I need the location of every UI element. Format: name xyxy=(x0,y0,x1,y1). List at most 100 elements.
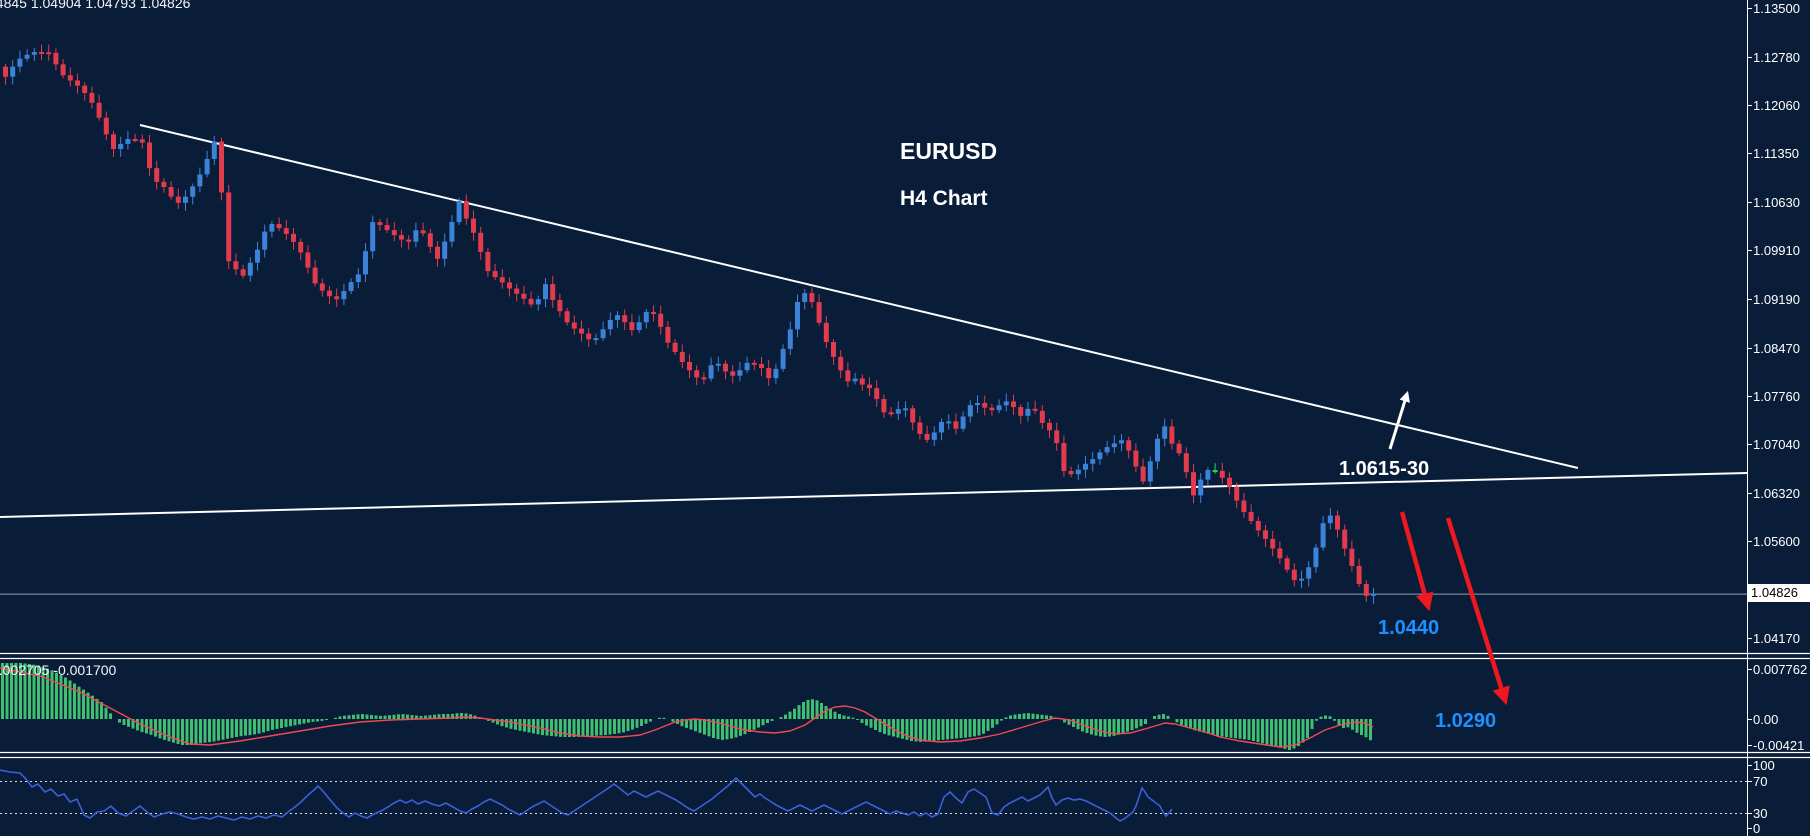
macd-values-readout: 0.002705 -0.001700 xyxy=(0,662,117,678)
candle-body xyxy=(636,322,642,331)
macd-histogram-bar xyxy=(991,719,994,728)
macd-histogram-bar xyxy=(829,709,832,719)
macd-histogram-bar xyxy=(1243,719,1246,740)
macd-histogram-bar xyxy=(1270,719,1273,746)
macd-histogram-bar xyxy=(41,667,45,719)
candle-body xyxy=(154,168,160,182)
candle-body xyxy=(1032,408,1038,411)
macd-layer xyxy=(0,663,1374,750)
macd-histogram-bar xyxy=(298,719,301,725)
candle-body xyxy=(766,367,772,379)
candle-body xyxy=(507,282,512,289)
candle-body xyxy=(1011,401,1016,408)
macd-axis-label: 0.007762 xyxy=(1753,662,1808,677)
macd-histogram-bar xyxy=(32,664,36,719)
macd-histogram-bar xyxy=(1027,713,1030,719)
candle-body xyxy=(204,158,210,175)
candle-body xyxy=(1313,547,1319,568)
candle-body xyxy=(1111,443,1117,448)
descending-resistance[interactable] xyxy=(139,124,1579,469)
candle-body xyxy=(924,433,930,440)
macd-histogram-bar xyxy=(487,719,490,721)
candle-body xyxy=(593,338,599,341)
macd-histogram-bar xyxy=(442,714,445,719)
price-axis-label: 1.04170 xyxy=(1753,631,1800,646)
macd-histogram-bar xyxy=(77,686,81,719)
candle-body xyxy=(816,302,822,323)
macd-histogram-bar xyxy=(1306,719,1309,738)
macd-histogram-bar xyxy=(1099,719,1102,737)
candle-body xyxy=(557,299,563,312)
candle-body xyxy=(96,102,102,118)
macd-histogram-bar xyxy=(1094,719,1098,736)
macd-histogram-bar xyxy=(14,663,18,719)
macd-histogram-bar xyxy=(973,719,976,737)
candle-body xyxy=(442,241,448,259)
macd-histogram-bar xyxy=(1252,719,1255,741)
macd-histogram-bar xyxy=(707,719,711,737)
macd-histogram-bar xyxy=(1360,719,1363,735)
red-down-arrow-2[interactable] xyxy=(1445,517,1510,706)
candle-body xyxy=(255,249,260,263)
macd-histogram-bar xyxy=(622,719,625,733)
candle-body xyxy=(276,224,282,229)
red-down-arrow-1[interactable] xyxy=(1399,511,1434,612)
macd-histogram-bar xyxy=(716,719,720,740)
white-breakout-arrow[interactable] xyxy=(1388,390,1410,450)
macd-histogram-bar xyxy=(226,719,229,739)
macd-histogram-bar xyxy=(586,719,589,737)
candle-body xyxy=(1306,567,1312,579)
candle-body xyxy=(715,363,721,366)
candle-body xyxy=(607,319,613,330)
macd-axis-label: 0.00 xyxy=(1753,712,1779,727)
candle-body xyxy=(435,246,440,259)
candle-body xyxy=(1255,520,1261,531)
candle-body xyxy=(723,363,728,372)
candle-body xyxy=(694,370,700,378)
candle-body xyxy=(1169,426,1175,444)
macd-histogram-bar xyxy=(640,719,643,726)
price-axis-label: 1.11350 xyxy=(1753,146,1800,161)
candle-body xyxy=(867,384,872,389)
candle-body xyxy=(1212,470,1218,473)
macd-histogram-bar xyxy=(293,719,297,726)
macd-histogram-bar xyxy=(901,719,904,739)
macd-histogram-bar xyxy=(964,719,967,738)
macd-histogram-bar xyxy=(374,715,378,719)
macd-histogram-bar xyxy=(136,719,139,731)
macd-histogram-bar xyxy=(230,719,234,738)
ascending-support[interactable] xyxy=(0,472,1748,518)
candle-body xyxy=(622,315,628,323)
macd-histogram-bar xyxy=(698,719,702,733)
macd-histogram-bar xyxy=(1103,719,1107,737)
candle-body xyxy=(1198,479,1204,496)
macd-histogram-bar xyxy=(509,719,513,729)
candle-body xyxy=(46,52,52,55)
macd-histogram-bar xyxy=(23,663,27,719)
macd-histogram-bar xyxy=(910,719,913,741)
macd-histogram-bar xyxy=(1090,719,1093,735)
macd-histogram-bar xyxy=(10,663,13,719)
macd-histogram-bar xyxy=(869,719,873,728)
macd-histogram-bar xyxy=(1,663,4,719)
macd-histogram-bar xyxy=(865,719,868,726)
macd-histogram-bar xyxy=(1162,714,1165,719)
macd-histogram-bar xyxy=(100,702,103,719)
candle-body xyxy=(1327,515,1333,524)
candle-body xyxy=(139,139,145,143)
candle-body xyxy=(895,409,901,414)
macd-histogram-bar xyxy=(761,719,765,726)
candle-body xyxy=(751,362,757,365)
macd-histogram-bar xyxy=(568,719,571,737)
macd-histogram-bar xyxy=(82,689,85,719)
macd-histogram-bar xyxy=(262,719,265,733)
price-axis-label: 1.13500 xyxy=(1753,1,1800,16)
candle-body xyxy=(355,274,361,283)
macd-histogram-bar xyxy=(919,719,922,742)
candle-body xyxy=(1018,407,1024,416)
macd-histogram-bar xyxy=(1157,714,1161,719)
macd-histogram-bar xyxy=(860,719,864,723)
macd-histogram-bar xyxy=(1283,719,1287,749)
